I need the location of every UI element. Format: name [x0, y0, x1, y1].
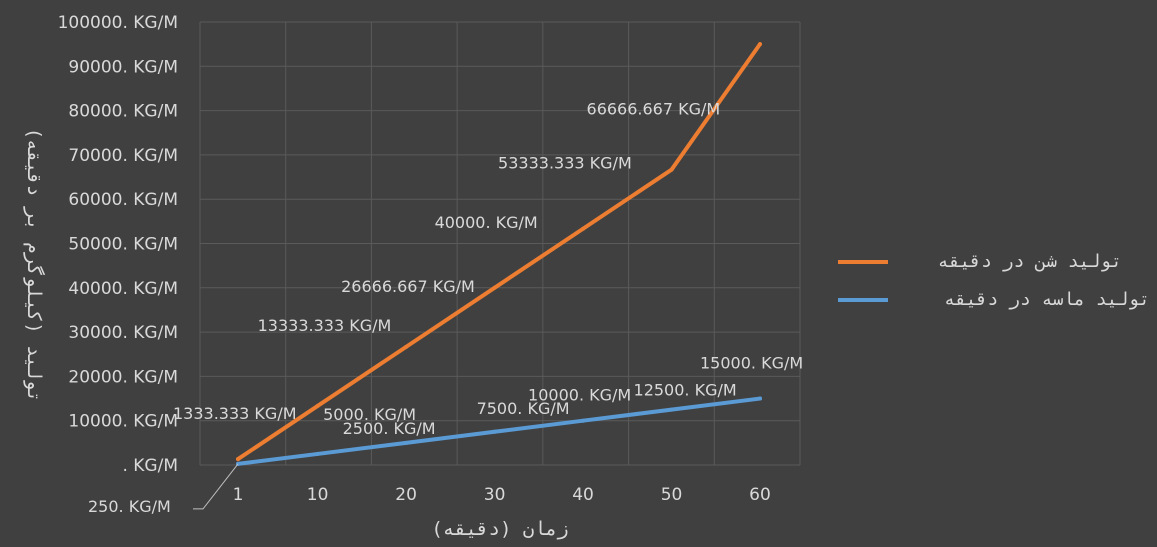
data-label-1: 5000. KG/M	[323, 405, 416, 424]
y-axis-ticks: . KG/M 10000. KG/M 20000. KG/M 30000. KG/M 4…	[58, 13, 178, 476]
x-axis-title: زمان (دقیقه)	[431, 518, 568, 540]
y-tick-label: 20000. KG/M	[68, 367, 178, 387]
data-point-0	[581, 226, 586, 231]
data-point-1	[492, 429, 497, 434]
data-label-1: 10000. KG/M	[528, 386, 631, 405]
y-tick-label: 30000. KG/M	[68, 323, 178, 343]
x-tick-label: 50	[661, 485, 683, 505]
x-tick-label: 60	[749, 485, 771, 505]
data-label-0: 1333.333 KG/M	[173, 404, 297, 423]
x-tick-label: 20	[395, 485, 417, 505]
y-tick-label: 60000. KG/M	[68, 190, 178, 210]
data-point-1	[315, 451, 320, 456]
y-tick-label: 70000. KG/M	[68, 146, 178, 166]
x-tick-label: 40	[572, 485, 594, 505]
y-tick-label: 10000. KG/M	[68, 412, 178, 432]
x-tick-label: 30	[484, 485, 506, 505]
data-label-1: 2500. KG/M	[343, 419, 436, 438]
data-point-0	[758, 42, 762, 47]
y-tick-label: 100000. KG/M	[58, 13, 178, 33]
data-point-0	[236, 457, 240, 462]
legend-label-sand: تولید شن در دقیقه	[938, 251, 1122, 272]
data-point-1	[581, 418, 586, 423]
data-label-1: 7500. KG/M	[477, 399, 570, 418]
data-label-leader-line	[193, 463, 239, 510]
y-tick-label: . KG/M	[122, 456, 178, 476]
data-point-1	[404, 440, 409, 445]
data-point-0	[669, 167, 674, 172]
data-label-1: 12500. KG/M	[634, 381, 737, 400]
x-tick-label: 1	[233, 485, 244, 505]
data-point-0	[315, 403, 320, 408]
series-lines	[236, 42, 762, 466]
data-labels: 1333.333 KG/M 13333.333 KG/M 26666.667 KG/…	[88, 100, 803, 516]
gridlines	[199, 21, 801, 466]
data-point-0	[492, 285, 497, 290]
y-axis-title: تولید (کیلوگرم بر دقیقه)	[23, 128, 46, 403]
data-point-0	[404, 344, 409, 349]
data-label-0: 26666.667 KG/M	[341, 277, 475, 296]
y-tick-label: 40000. KG/M	[68, 279, 178, 299]
data-label-0: 66666.667 KG/M	[587, 100, 721, 119]
data-label-0: 40000. KG/M	[435, 213, 538, 232]
legend-item-sand: تولید شن در دقیقه	[838, 251, 1122, 272]
x-axis-ticks: 1 10 20 30 40 50 60	[233, 485, 771, 505]
legend-label-fine-sand: تولید ماسه در دقیقه	[944, 289, 1150, 310]
data-label-1: 15000. KG/M	[700, 354, 803, 373]
data-label-0: 53333.333 KG/M	[498, 154, 632, 173]
data-label-1: 250. KG/M	[88, 497, 171, 516]
legend: تولید شن در دقیقه تولید ماسه در دقیقه	[838, 251, 1150, 310]
data-label-0: 13333.333 KG/M	[258, 316, 392, 335]
data-point-1	[758, 396, 762, 401]
data-point-1	[669, 407, 674, 412]
x-tick-label: 10	[307, 485, 329, 505]
legend-item-fine-sand: تولید ماسه در دقیقه	[838, 289, 1150, 310]
y-tick-label: 90000. KG/M	[68, 57, 178, 77]
y-tick-label: 80000. KG/M	[68, 102, 178, 122]
y-tick-label: 50000. KG/M	[68, 235, 178, 255]
